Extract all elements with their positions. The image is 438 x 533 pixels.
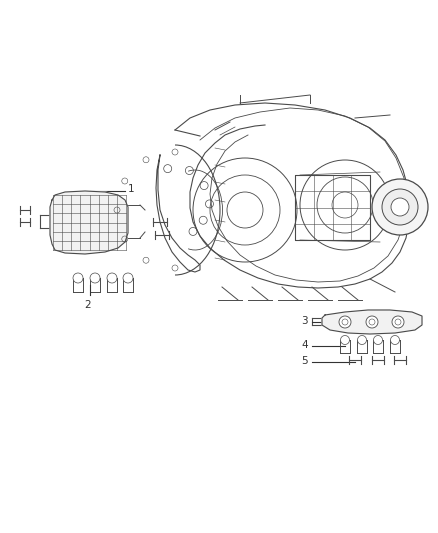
Circle shape <box>391 198 409 216</box>
Bar <box>295 175 370 240</box>
Text: 5: 5 <box>301 356 308 366</box>
Polygon shape <box>322 310 422 334</box>
Circle shape <box>107 273 117 283</box>
Text: 3: 3 <box>301 316 308 326</box>
Circle shape <box>392 316 404 328</box>
Text: 2: 2 <box>85 300 91 310</box>
Circle shape <box>340 335 350 344</box>
Circle shape <box>123 273 133 283</box>
Circle shape <box>366 316 378 328</box>
Circle shape <box>382 189 418 225</box>
Circle shape <box>339 316 351 328</box>
Polygon shape <box>50 191 128 254</box>
Circle shape <box>372 179 428 235</box>
Circle shape <box>357 335 367 344</box>
Circle shape <box>391 335 399 344</box>
Circle shape <box>374 335 382 344</box>
Circle shape <box>90 273 100 283</box>
Text: 1: 1 <box>128 184 134 194</box>
Circle shape <box>73 273 83 283</box>
Text: 4: 4 <box>301 340 308 350</box>
